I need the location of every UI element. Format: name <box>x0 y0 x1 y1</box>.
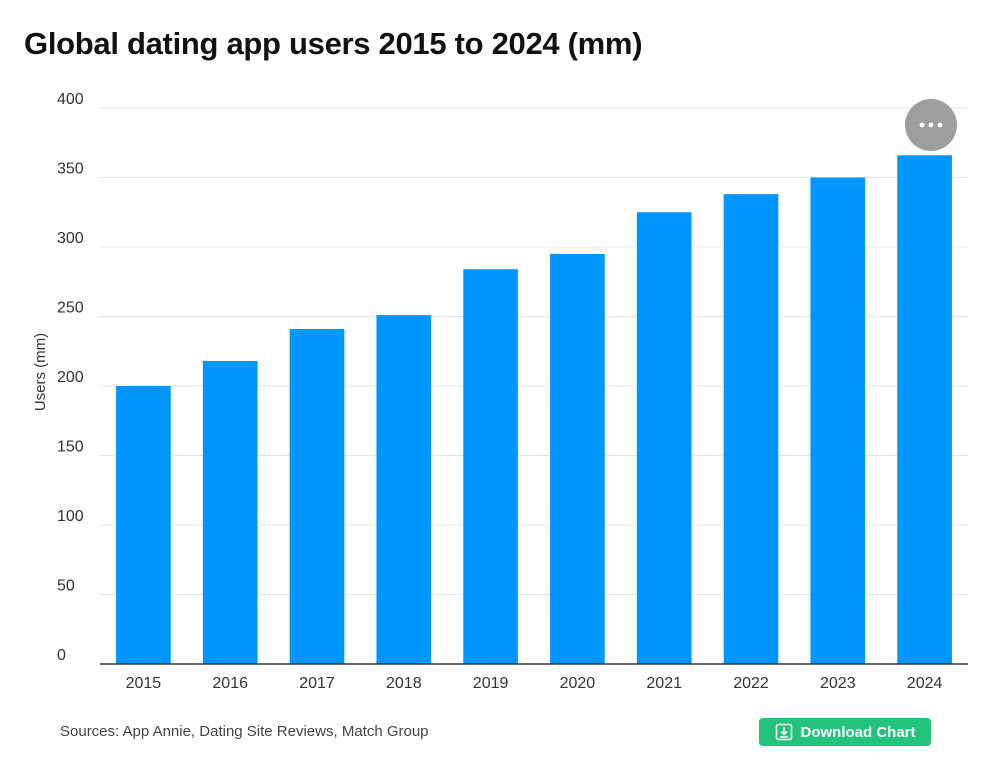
y-tick-labels: 0 50 100 150 200 250 300 350 400 <box>57 91 84 664</box>
y-tick-label: 250 <box>57 300 84 317</box>
bar-2017 <box>289 329 345 664</box>
bar-2023 <box>810 177 866 664</box>
bar-2015 <box>116 386 171 664</box>
x-tick-label: 2019 <box>473 675 509 692</box>
y-tick-label: 0 <box>57 647 66 664</box>
y-tick-label: 300 <box>57 230 84 247</box>
bar-2019 <box>463 269 518 664</box>
y-tick-label: 50 <box>57 578 75 595</box>
download-icon <box>775 723 792 741</box>
bar-2016 <box>202 360 258 664</box>
more-horizontal-icon <box>919 122 943 128</box>
bar-2018 <box>376 315 432 664</box>
x-tick-label: 2016 <box>212 675 248 692</box>
bar-2022 <box>723 194 779 664</box>
x-tick-label: 2022 <box>733 675 769 692</box>
download-chart-label: Download Chart <box>800 723 916 741</box>
y-tick-label: 350 <box>57 161 84 178</box>
y-tick-label: 100 <box>57 508 84 525</box>
y-axis-title: Users (mm) <box>32 333 49 411</box>
source-note: Sources: App Annie, Dating Site Reviews,… <box>60 723 429 740</box>
x-tick-label: 2024 <box>907 675 943 692</box>
y-tick-label: 400 <box>57 91 84 108</box>
x-tick-labels: 2015 2016 2017 2018 2019 2020 2021 2022 2023 2024 <box>126 675 943 692</box>
x-tick-label: 2015 <box>126 675 162 692</box>
bar-2020 <box>550 253 605 664</box>
bars <box>116 155 952 664</box>
bar-2024 <box>897 155 952 664</box>
x-tick-label: 2023 <box>820 675 856 692</box>
x-tick-label: 2017 <box>299 675 335 692</box>
x-tick-label: 2021 <box>646 675 682 692</box>
y-tick-label: 200 <box>57 369 84 386</box>
chart-menu-button[interactable] <box>905 99 957 151</box>
y-tick-label: 150 <box>57 439 84 456</box>
bar-2021 <box>636 212 692 664</box>
download-chart-button[interactable]: Download Chart <box>759 718 931 746</box>
x-tick-label: 2018 <box>386 675 422 692</box>
x-tick-label: 2020 <box>560 675 596 692</box>
chart-title: Global dating app users 2015 to 2024 (mm… <box>24 26 643 61</box>
